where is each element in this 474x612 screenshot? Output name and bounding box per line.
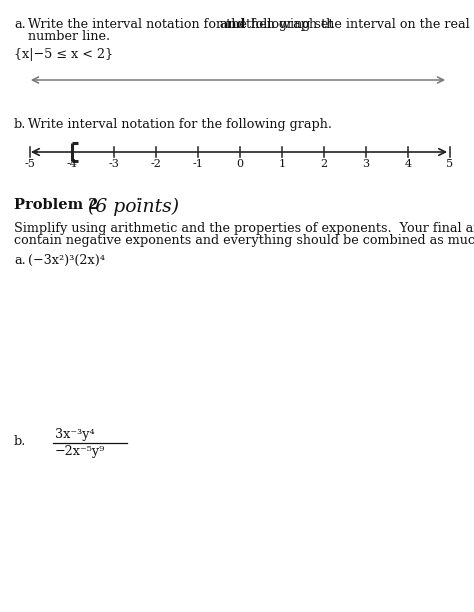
Text: (−3x²)³(2x)⁴: (−3x²)³(2x)⁴ [28, 254, 105, 267]
Text: 3: 3 [363, 159, 370, 169]
Text: 3x⁻³y⁴: 3x⁻³y⁴ [55, 428, 95, 441]
Text: -4: -4 [66, 159, 77, 169]
Text: 1: 1 [278, 159, 285, 169]
Text: contain negative exponents and everything should be combined as much as possible: contain negative exponents and everythin… [14, 234, 474, 247]
Text: (6 poi̇nts): (6 poi̇nts) [88, 198, 179, 216]
Text: then graph the interval on the real: then graph the interval on the real [242, 18, 470, 31]
Text: 5: 5 [447, 159, 454, 169]
Text: number line.: number line. [28, 30, 110, 43]
Text: Write interval notation for the following graph.: Write interval notation for the followin… [28, 118, 332, 131]
Text: −2x⁻⁵y⁹: −2x⁻⁵y⁹ [55, 445, 105, 458]
Text: b.: b. [14, 118, 27, 131]
Text: 2: 2 [320, 159, 328, 169]
Text: b.: b. [14, 435, 27, 448]
Text: -5: -5 [25, 159, 36, 169]
Text: -2: -2 [151, 159, 162, 169]
Text: -3: -3 [109, 159, 119, 169]
Text: a.: a. [14, 18, 26, 31]
Text: Simplify using arithmetic and the properties of exponents.  Your final answer sh: Simplify using arithmetic and the proper… [14, 222, 474, 235]
Text: 4: 4 [404, 159, 411, 169]
Text: and: and [220, 18, 246, 31]
Text: 0: 0 [237, 159, 244, 169]
Text: Write the interval notation for the following set: Write the interval notation for the foll… [28, 18, 337, 31]
Text: Problem 2: Problem 2 [14, 198, 99, 212]
Text: {x|−5 ≤ x < 2}: {x|−5 ≤ x < 2} [14, 48, 113, 61]
Text: a.: a. [14, 254, 26, 267]
Text: -1: -1 [192, 159, 203, 169]
